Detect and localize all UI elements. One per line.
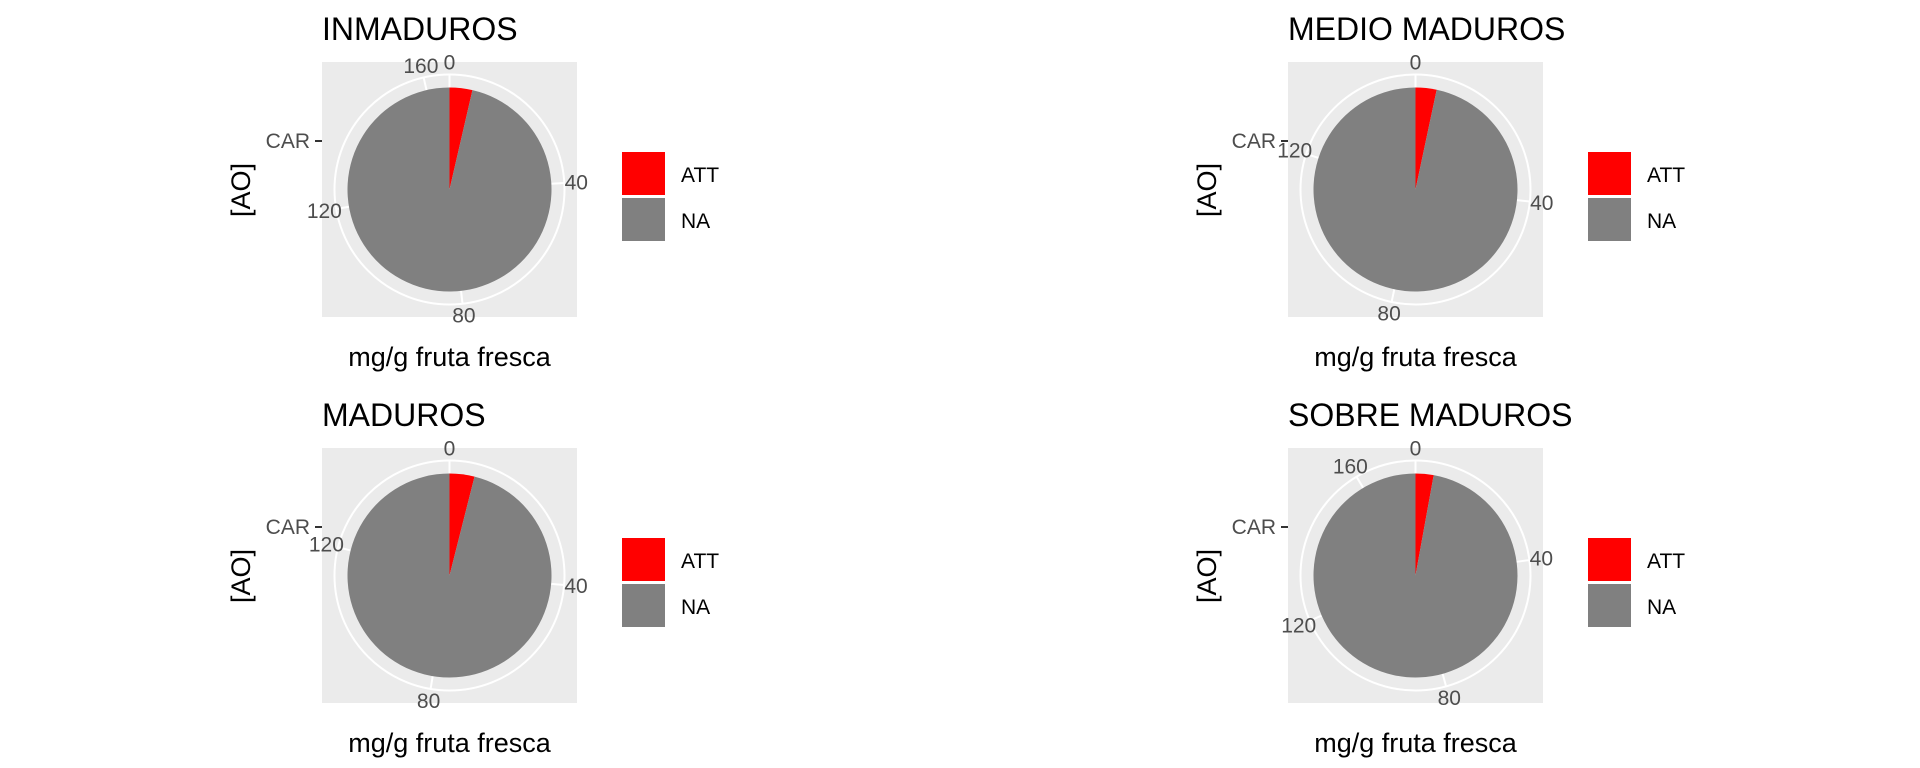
pie-slice-na [347, 473, 552, 678]
theta-tick-label: 0 [1410, 52, 1422, 75]
theta-tick-label: 120 [309, 533, 344, 556]
legend-label-na: NA [1647, 596, 1676, 619]
theta-grid-line [1516, 199, 1530, 203]
theta-tick-label: 80 [1438, 687, 1461, 710]
pie-panel: INMADUROS 0 40 80 120 160 CAR [AO] mg/g fruta fr… [226, 11, 719, 372]
legend-key-na [622, 198, 665, 241]
pie-slice-att [449, 473, 475, 576]
theta-tick-label: 120 [1281, 614, 1316, 637]
y-axis-label: [AO] [226, 549, 256, 603]
legend-label-na: NA [681, 210, 710, 233]
pie-panel: SOBRE MADUROS 0 40 80 120 160 CAR [AO] mg/g frut… [1192, 397, 1685, 758]
y-tick-label: CAR [1232, 130, 1276, 153]
theta-tick-label: 80 [452, 305, 475, 328]
legend-key-att [622, 538, 665, 581]
legend-key-na [1588, 198, 1631, 241]
theta-grid-line [1441, 673, 1448, 687]
x-axis-label: mg/g fruta fresca [348, 728, 552, 758]
theta-grid-line [335, 205, 350, 210]
y-axis-label: [AO] [1192, 163, 1222, 217]
y-axis-label: [AO] [1192, 549, 1222, 603]
theta-grid-line [337, 546, 351, 552]
chart-title: INMADUROS [322, 11, 518, 47]
theta-grid-line [1355, 476, 1365, 489]
pie-slice-att [1415, 473, 1434, 576]
theta-tick-label: 120 [307, 200, 342, 223]
theta-tick-label: 80 [1377, 303, 1400, 326]
x-axis-label: mg/g fruta fresca [1314, 728, 1518, 758]
legend-label-att: ATT [1647, 550, 1685, 573]
theta-grid-line [1516, 559, 1530, 563]
x-axis-label: mg/g fruta fresca [1314, 342, 1518, 372]
x-axis-label: mg/g fruta fresca [348, 342, 552, 372]
theta-grid-line [460, 290, 464, 304]
pie-slice-na [347, 87, 552, 292]
legend-key-na [622, 584, 665, 627]
theta-tick-label: 160 [403, 55, 438, 78]
theta-tick-label: 0 [444, 52, 456, 75]
legend-key-att [1588, 538, 1631, 581]
y-axis-label: [AO] [226, 163, 256, 217]
theta-grid-line [1309, 614, 1323, 622]
theta-grid-line [1390, 289, 1396, 303]
chart-title: MEDIO MADUROS [1288, 11, 1565, 47]
legend-label-att: ATT [1647, 164, 1685, 187]
legend-label-att: ATT [681, 164, 719, 187]
theta-grid-line [551, 582, 565, 586]
chart-title: MADUROS [322, 397, 486, 433]
pie-slice-att [449, 87, 473, 190]
theta-grid-line [1305, 153, 1319, 159]
theta-tick-label: 0 [1410, 438, 1422, 461]
legend-key-att [1588, 152, 1631, 195]
theta-grid-line [429, 675, 434, 690]
legend-label-na: NA [681, 596, 710, 619]
theta-tick-label: 40 [565, 171, 588, 194]
theta-tick-label: 120 [1277, 139, 1312, 162]
legend-key-att [622, 152, 665, 195]
theta-tick-label: 40 [1530, 547, 1553, 570]
legend-key-na [1588, 584, 1631, 627]
theta-tick-label: 80 [417, 690, 440, 713]
chart-title: SOBRE MADUROS [1288, 397, 1572, 433]
pie-slice-na [1313, 473, 1518, 678]
pie-slice-att [1415, 87, 1437, 190]
y-tick-label: CAR [1232, 516, 1276, 539]
theta-grid-line [551, 181, 565, 185]
theta-tick-label: 40 [1530, 192, 1553, 215]
theta-tick-label: 0 [444, 438, 456, 461]
theta-grid-line [422, 77, 428, 91]
pie-slice-na [1313, 87, 1518, 292]
theta-tick-label: 160 [1333, 455, 1368, 478]
legend-label-na: NA [1647, 210, 1676, 233]
y-tick-label: CAR [266, 516, 310, 539]
theta-tick-label: 40 [564, 575, 587, 598]
y-tick-label: CAR [266, 130, 310, 153]
legend-label-att: ATT [681, 550, 719, 573]
